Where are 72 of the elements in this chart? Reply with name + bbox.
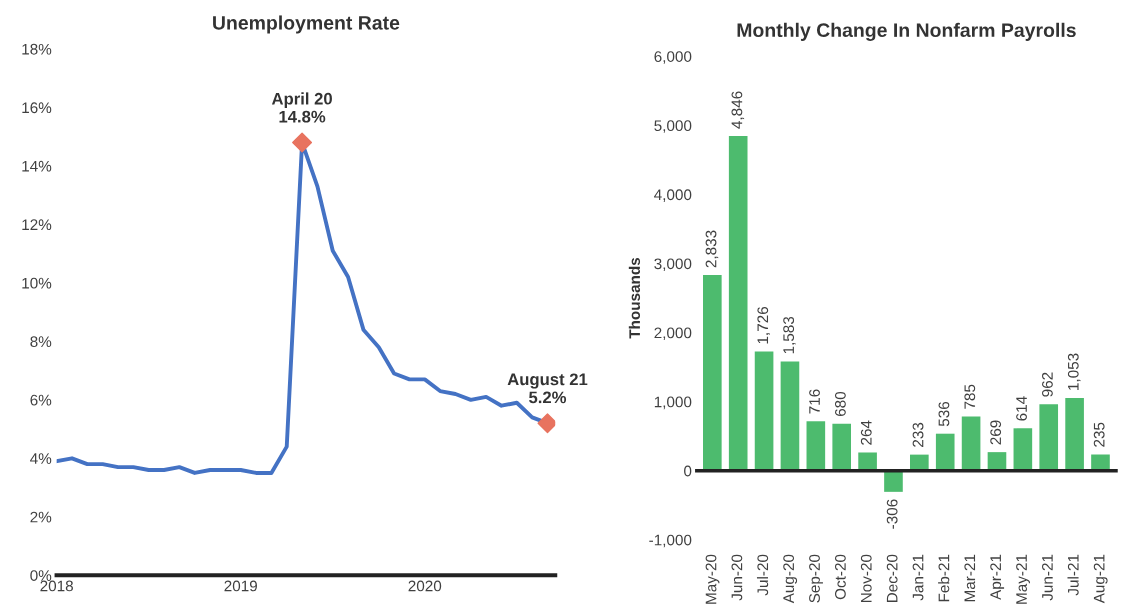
data-label: 235 — [1093, 422, 1105, 447]
bar — [1039, 404, 1059, 471]
data-label: 2,833 — [705, 230, 719, 268]
data-label: 962 — [1042, 372, 1053, 397]
x-tick-label: Aug-20 — [783, 554, 798, 604]
x-tick-label: May-20 — [705, 554, 720, 604]
bar — [754, 351, 774, 471]
x-tick-label: May-21 — [1016, 554, 1030, 604]
y-tick-label: 18% — [22, 43, 52, 55]
x-tick-label: Jun-21 — [1042, 554, 1053, 601]
annotation: August 21 5.2% — [507, 373, 588, 404]
x-tick-label: Feb-21 — [938, 554, 950, 602]
x-tick-label: Mar-21 — [964, 554, 976, 602]
x-tick-label: Dec-20 — [886, 554, 898, 603]
y-tick-label: 5,000 — [654, 120, 692, 133]
y-axis-title: Thousands — [628, 257, 641, 339]
annotation: April 20 14.8% — [271, 92, 332, 123]
x-tick-label: 2019 — [224, 580, 257, 592]
data-label: 536 — [938, 401, 950, 427]
x-tick-label: Oct-20 — [834, 554, 846, 600]
y-tick-label: 6% — [30, 394, 52, 406]
y-tick-label: 12% — [22, 219, 52, 231]
y-tick-label: 2,000 — [654, 327, 692, 341]
x-tick-label: Jun-20 — [731, 554, 743, 601]
data-label: 680 — [834, 391, 846, 417]
data-label: 1,583 — [783, 316, 796, 354]
y-tick-label: 16% — [22, 102, 52, 114]
data-label: 1,053 — [1067, 353, 1081, 390]
y-tick-label: 3,000 — [654, 258, 692, 271]
y-tick-label: 1,000 — [654, 396, 692, 410]
y-tick-label: 4,000 — [654, 189, 692, 202]
x-tick-label: Aug-21 — [1093, 554, 1108, 604]
x-tick-label: Sep-20 — [809, 554, 823, 603]
y-tick-label: 8% — [30, 336, 52, 348]
y-tick-label: 0 — [684, 465, 692, 477]
data-label: 264 — [860, 420, 872, 445]
data-label: 1,726 — [757, 307, 770, 344]
y-tick-label: 2% — [30, 511, 52, 523]
data-label: 614 — [1016, 396, 1027, 421]
data-label: 4,846 — [731, 91, 745, 129]
bar — [1091, 454, 1110, 471]
y-tick-label: 6,000 — [654, 51, 692, 64]
bar — [806, 421, 826, 471]
y-tick-label: 0% — [30, 570, 52, 581]
y-tick-label: 4% — [30, 453, 52, 464]
bar — [832, 423, 852, 471]
bar — [961, 416, 981, 471]
bar — [780, 361, 800, 471]
bar — [935, 433, 955, 471]
bar — [1065, 397, 1084, 471]
x-tick-label: Jan-21 — [912, 554, 924, 601]
chart-title: Monthly Change In Nonfarm Payrolls — [737, 22, 1076, 41]
y-tick-label: -1,000 — [649, 534, 692, 548]
x-tick-label: Jul-20 — [756, 554, 769, 596]
x-tick-label: Apr-21 — [990, 554, 1005, 600]
x-tick-label: 2018 — [40, 580, 73, 592]
chart-title: Unemployment Rate — [213, 15, 400, 34]
y-tick-label: 10% — [22, 277, 52, 289]
data-label: 785 — [964, 384, 976, 409]
x-tick-label: 2020 — [408, 580, 442, 592]
data-label: -306 — [886, 499, 898, 529]
x-tick-label: Jul-21 — [1067, 554, 1079, 596]
bar — [1013, 428, 1033, 471]
y-tick-label: 14% — [22, 160, 52, 172]
bar — [728, 136, 748, 471]
x-tick-label: Nov-20 — [860, 554, 872, 603]
data-label: 233 — [912, 422, 924, 447]
data-label: 716 — [809, 389, 820, 414]
bar — [884, 470, 903, 492]
bar — [858, 452, 877, 471]
bar — [703, 275, 722, 471]
data-label: 269 — [990, 420, 1002, 445]
